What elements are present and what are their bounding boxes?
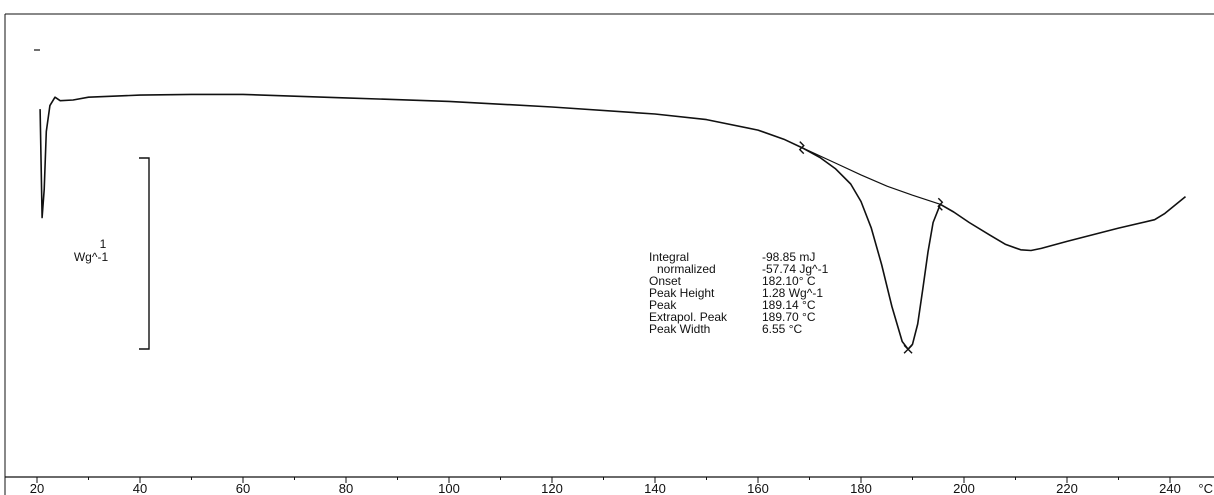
- x-tick-label: 220: [1056, 481, 1078, 495]
- integration-baseline: [801, 147, 941, 205]
- result-label: Peak Height: [649, 286, 715, 300]
- limit-marker: [937, 197, 944, 211]
- result-value: 189.70 °C: [762, 310, 816, 324]
- result-value: -57.74 Jg^-1: [762, 262, 829, 276]
- result-label: Integral: [649, 250, 689, 264]
- scale-bar-value: 1: [100, 237, 107, 251]
- dsc-curve-line: [39, 93, 1187, 350]
- result-label: normalized: [657, 262, 716, 276]
- result-value: -98.85 mJ: [762, 250, 815, 264]
- result-label: Peak: [649, 298, 677, 312]
- results-table: Integral -98.85 mJ normalized -57.74 Jg^-1 O…: [649, 250, 829, 336]
- dsc-curve: [39, 93, 1187, 350]
- x-tick-label: 240: [1159, 481, 1181, 495]
- x-axis: 20 40 60 80 100 120 140 160 180 200 220 240 °C: [5, 476, 1214, 495]
- y-scale-bar: 1 Wg^-1: [74, 157, 150, 350]
- x-tick-label: 80: [339, 481, 353, 495]
- x-tick-label: 20: [30, 481, 44, 495]
- x-tick-label: 160: [747, 481, 769, 495]
- result-value: 1.28 Wg^-1: [762, 286, 823, 300]
- x-tick-label: 60: [236, 481, 250, 495]
- result-label: Onset: [649, 274, 682, 288]
- result-label: Peak Width: [649, 322, 710, 336]
- scale-bar-unit: Wg^-1: [74, 250, 109, 264]
- result-value: 182.10° C: [762, 274, 816, 288]
- x-tick-label: 140: [644, 481, 666, 495]
- x-unit-label: °C: [1198, 481, 1213, 495]
- limit-marker: [798, 141, 805, 155]
- x-tick-label: 200: [953, 481, 975, 495]
- x-tick-label: 100: [438, 481, 460, 495]
- marker-group: [798, 141, 944, 354]
- result-label: Extrapol. Peak: [649, 310, 728, 324]
- x-tick-label: 180: [850, 481, 872, 495]
- scale-bracket: [139, 157, 150, 350]
- baseline-line: [801, 147, 941, 205]
- result-value: 189.14 °C: [762, 298, 816, 312]
- plot-frame: [4, 13, 1214, 495]
- x-tick-label: 40: [133, 481, 147, 495]
- peak-marker: [903, 344, 913, 354]
- result-value: 6.55 °C: [762, 322, 802, 336]
- x-tick-label: 120: [541, 481, 563, 495]
